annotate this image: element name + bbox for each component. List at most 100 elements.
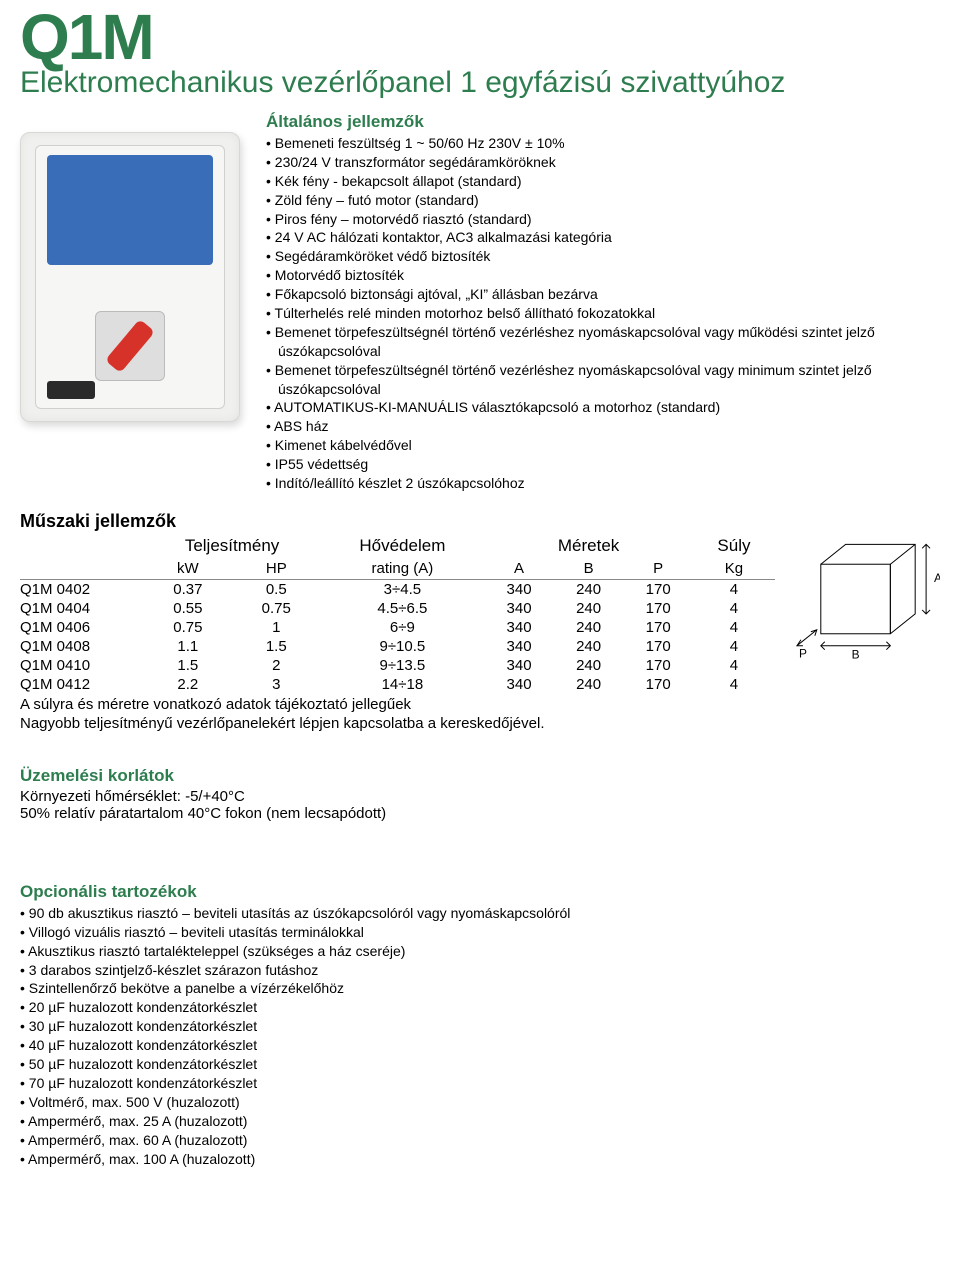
- options-item: 30 µF huzalozott kondenzátorkészlet: [20, 1017, 940, 1036]
- product-subtitle: Elektromechanikus vezérlőpanel 1 egyfázi…: [20, 66, 940, 100]
- general-features-column: Általános jellemzők Bemeneti feszültség …: [266, 112, 940, 503]
- options-item: Ampermérő, max. 25 A (huzalozott): [20, 1112, 940, 1131]
- options-item: 3 darabos szintjelző-készlet szárazon fu…: [20, 961, 940, 980]
- table-cell: Q1M 0402: [20, 579, 144, 599]
- options-item: Szintellenőrző bekötve a panelbe a vízér…: [20, 979, 940, 998]
- th-kw: kW: [144, 558, 232, 580]
- th-dims-group: Méretek: [484, 534, 693, 558]
- options-heading: Opcionális tartozékok: [20, 882, 940, 902]
- table-cell: 14÷18: [321, 675, 485, 694]
- table-cell: 4: [693, 637, 775, 656]
- table-cell: 340: [484, 675, 554, 694]
- options-item: 70 µF huzalozott kondenzátorkészlet: [20, 1074, 940, 1093]
- general-feature-item: 24 V AC hálózati kontaktor, AC3 alkalmaz…: [266, 228, 940, 247]
- product-image-knob-handle: [105, 319, 155, 373]
- limits-line: 50% relatív páratartalom 40°C fokon (nem…: [20, 805, 940, 822]
- page: Q1M Elektromechanikus vezérlőpanel 1 egy…: [0, 0, 960, 1218]
- table-cell: 0.5: [232, 579, 320, 599]
- table-cell: 0.37: [144, 579, 232, 599]
- product-image: [20, 132, 240, 422]
- th-kg: Kg: [693, 558, 775, 580]
- product-image-panel: [47, 155, 213, 265]
- table-cell: 1: [232, 618, 320, 637]
- table-cell: 170: [623, 618, 693, 637]
- table-cell: 340: [484, 579, 554, 599]
- th-power-group: Teljesítmény: [144, 534, 321, 558]
- general-feature-item: AUTOMATIKUS-KI-MANUÁLIS választókapcsoló…: [266, 398, 940, 417]
- general-feature-item: 230/24 V transzformátor segédáramkörökne…: [266, 153, 940, 172]
- table-row: Q1M 04020.370.53÷4.53402401704: [20, 579, 775, 599]
- tech-specs-heading: Műszaki jellemzők: [20, 511, 940, 532]
- table-cell: 340: [484, 656, 554, 675]
- table-cell: 9÷13.5: [321, 656, 485, 675]
- table-cell: Q1M 0406: [20, 618, 144, 637]
- limits-lines: Környezeti hőmérséklet: -5/+40°C50% rela…: [20, 788, 940, 822]
- table-cell: 0.75: [232, 599, 320, 618]
- table-cell: 1.1: [144, 637, 232, 656]
- table-cell: 240: [554, 675, 624, 694]
- specs-note-2: Nagyobb teljesítményű vezérlőpanelekért …: [20, 715, 940, 732]
- table-cell: 240: [554, 637, 624, 656]
- table-cell: 170: [623, 579, 693, 599]
- table-cell: Q1M 0404: [20, 599, 144, 618]
- specs-note-1: A súlyra és méretre vonatkozó adatok táj…: [20, 696, 940, 713]
- general-features-heading: Általános jellemzők: [266, 112, 940, 132]
- options-item: 50 µF huzalozott kondenzátorkészlet: [20, 1055, 940, 1074]
- th-hp: HP: [232, 558, 320, 580]
- options-item: 90 db akusztikus riasztó – beviteli utas…: [20, 904, 940, 923]
- limits-line: Környezeti hőmérséklet: -5/+40°C: [20, 788, 940, 805]
- options-item: 20 µF huzalozott kondenzátorkészlet: [20, 998, 940, 1017]
- table-cell: 0.75: [144, 618, 232, 637]
- table-row: Q1M 04040.550.754.5÷6.53402401704: [20, 599, 775, 618]
- general-feature-item: Indító/leállító készlet 2 úszókapcsolóho…: [266, 474, 940, 493]
- options-item: 40 µF huzalozott kondenzátorkészlet: [20, 1036, 940, 1055]
- table-cell: 4: [693, 618, 775, 637]
- table-cell: 340: [484, 618, 554, 637]
- tech-specs-wrap: Teljesítmény Hővédelem Méretek Súly kW H…: [20, 534, 940, 694]
- options-item: Ampermérő, max. 60 A (huzalozott): [20, 1131, 940, 1150]
- general-feature-item: Főkapcsoló biztonsági ajtóval, „KI” állá…: [266, 285, 940, 304]
- th-p: P: [623, 558, 693, 580]
- general-feature-item: ABS ház: [266, 417, 940, 436]
- table-cell: Q1M 0408: [20, 637, 144, 656]
- table-cell: 1.5: [144, 656, 232, 675]
- table-cell: 2: [232, 656, 320, 675]
- table-cell: 240: [554, 599, 624, 618]
- dim-label-b: B: [852, 648, 860, 662]
- general-feature-item: Bemenet törpefeszültségnél történő vezér…: [266, 361, 940, 399]
- general-feature-item: Zöld fény – futó motor (standard): [266, 191, 940, 210]
- options-item: Akusztikus riasztó tartalékteleppel (szü…: [20, 942, 940, 961]
- dim-label-a: A: [934, 571, 940, 585]
- table-cell: 2.2: [144, 675, 232, 694]
- table-cell: 4.5÷6.5: [321, 599, 485, 618]
- table-cell: 3÷4.5: [321, 579, 485, 599]
- table-cell: 1.5: [232, 637, 320, 656]
- dim-label-p: P: [799, 647, 807, 661]
- dimension-diagram: B P A: [791, 534, 940, 664]
- table-cell: 170: [623, 637, 693, 656]
- options-list: 90 db akusztikus riasztó – beviteli utas…: [20, 904, 940, 1168]
- table-cell: 4: [693, 579, 775, 599]
- general-feature-item: IP55 védettség: [266, 455, 940, 474]
- table-cell: 170: [623, 675, 693, 694]
- table-row: Q1M 04081.11.59÷10.53402401704: [20, 637, 775, 656]
- th-model-group: [20, 534, 144, 558]
- general-features-list: Bemeneti feszültség 1 ~ 50/60 Hz 230V ± …: [266, 134, 940, 493]
- th-rating: rating (A): [321, 558, 485, 580]
- tech-specs-table: Teljesítmény Hővédelem Méretek Súly kW H…: [20, 534, 775, 694]
- th-weight-group: Súly: [693, 534, 775, 558]
- limits-heading: Üzemelési korlátok: [20, 766, 940, 786]
- table-cell: 240: [554, 618, 624, 637]
- table-cell: 3: [232, 675, 320, 694]
- general-feature-item: Túlterhelés relé minden motorhoz belső á…: [266, 304, 940, 323]
- table-cell: 240: [554, 579, 624, 599]
- table-cell: Q1M 0412: [20, 675, 144, 694]
- table-cell: 9÷10.5: [321, 637, 485, 656]
- table-row: Q1M 04122.2314÷183402401704: [20, 675, 775, 694]
- general-feature-item: Kimenet kábelvédővel: [266, 436, 940, 455]
- th-b: B: [554, 558, 624, 580]
- table-cell: 170: [623, 599, 693, 618]
- general-feature-item: Bemeneti feszültség 1 ~ 50/60 Hz 230V ± …: [266, 134, 940, 153]
- table-cell: 4: [693, 675, 775, 694]
- product-image-brand-badge: [47, 381, 95, 399]
